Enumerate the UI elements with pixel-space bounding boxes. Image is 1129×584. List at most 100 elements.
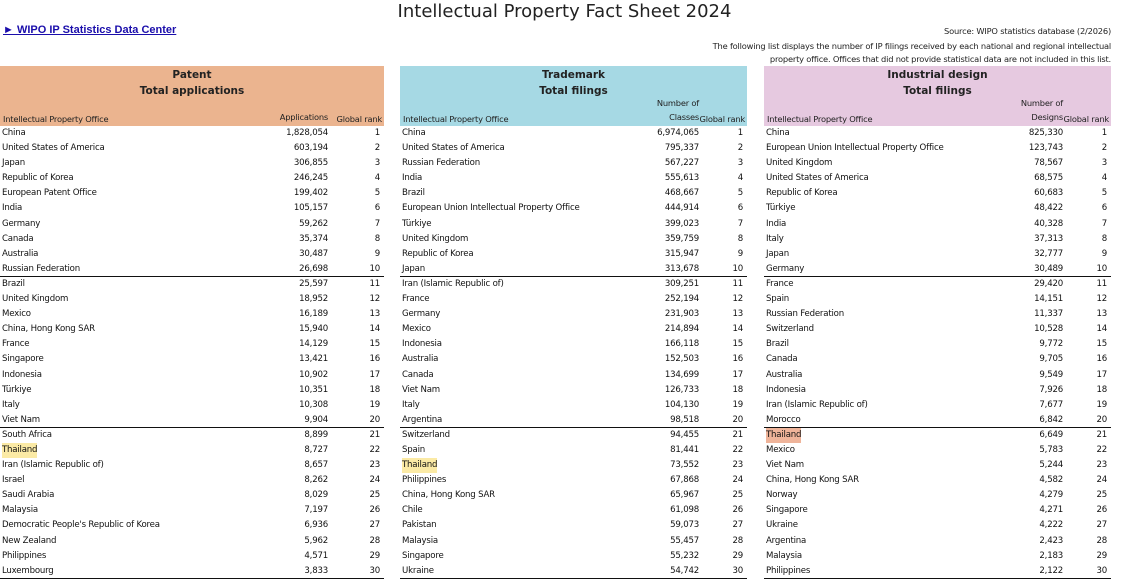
filing-count: 795,337 [664, 143, 699, 154]
global-rank: 14 [1096, 324, 1107, 335]
global-rank: 5 [374, 188, 380, 199]
office-name: Malaysia [766, 550, 802, 561]
filing-count: 9,772 [1039, 339, 1063, 350]
page-title: Intellectual Property Fact Sheet 2024 [397, 1, 732, 22]
filing-count: 30,489 [1034, 263, 1063, 274]
table-row: Mexico 5,783 22 [764, 443, 1111, 458]
office-name: France [766, 278, 794, 289]
office-name: European Union Intellectual Property Off… [402, 203, 580, 214]
wipo-data-center-link[interactable]: ► WIPO IP Statistics Data Center [3, 24, 177, 36]
global-rank: 20 [732, 414, 743, 425]
global-rank: 22 [1096, 444, 1107, 455]
table-row: Australia 9,549 17 [764, 368, 1111, 383]
office-name: France [2, 339, 30, 350]
global-rank: 30 [369, 565, 380, 576]
office-name: Türkiye [2, 384, 32, 395]
office-name: Philippines [402, 475, 447, 486]
table-row: Israel 8,262 24 [0, 473, 384, 488]
office-name: Morocco [766, 414, 801, 425]
table-row: Australia 30,487 9 [0, 247, 384, 262]
global-rank: 20 [369, 414, 380, 425]
global-rank: 12 [1096, 294, 1107, 305]
table-row: Viet Nam 5,244 23 [764, 458, 1111, 473]
office-name: Russian Federation [766, 309, 844, 320]
global-rank: 15 [732, 339, 743, 350]
filing-count: 166,118 [664, 339, 699, 350]
table-row: China, Hong Kong SAR 15,940 14 [0, 322, 384, 337]
table-row: China 6,974,065 1 [400, 126, 747, 141]
global-rank: 9 [374, 248, 380, 259]
filing-count: 134,699 [664, 369, 699, 380]
filing-count: 313,678 [664, 263, 699, 274]
filing-count: 4,582 [1039, 475, 1063, 486]
filing-count: 444,914 [664, 203, 699, 214]
table-row: United Kingdom 18,952 12 [0, 292, 384, 307]
filing-count: 14,129 [299, 339, 328, 350]
office-name: South Africa [2, 429, 52, 440]
column-header-office: Intellectual Property Office [403, 114, 509, 124]
office-name: Canada [766, 354, 798, 365]
global-rank: 30 [732, 565, 743, 576]
office-name: Thailand [402, 458, 438, 474]
table-row: United States of America 68,575 4 [764, 171, 1111, 186]
patent-title-line-1: Patent [172, 69, 212, 81]
global-rank: 1 [737, 128, 743, 138]
filing-count: 9,705 [1039, 354, 1063, 365]
office-name: Italy [2, 399, 20, 410]
office-name: Japan [2, 158, 25, 169]
global-rank: 13 [1096, 309, 1107, 320]
office-name: China, Hong Kong SAR [2, 324, 95, 335]
office-name: Norway [766, 490, 798, 501]
global-rank: 20 [1096, 414, 1107, 425]
table-row: France 14,129 15 [0, 337, 384, 352]
office-name: Switzerland [402, 429, 450, 440]
global-rank: 18 [1096, 384, 1107, 395]
office-name: Mexico [402, 324, 431, 335]
filing-count: 104,130 [664, 399, 699, 410]
office-name: Japan [766, 248, 789, 259]
filing-count: 3,833 [304, 565, 328, 576]
office-name: Pakistan [402, 520, 437, 531]
office-name: Viet Nam [2, 414, 40, 425]
filing-count: 6,842 [1039, 414, 1063, 425]
office-name: France [402, 294, 430, 305]
filing-count: 4,222 [1039, 520, 1063, 531]
global-rank: 12 [732, 294, 743, 305]
global-rank: 23 [369, 460, 380, 471]
filing-count: 25,597 [299, 278, 328, 289]
filing-count: 55,232 [670, 550, 699, 561]
office-name: Singapore [402, 550, 444, 561]
table-row: India 555,613 4 [400, 171, 747, 186]
trademark-rows: China 6,974,065 1 United States of America 7… [400, 126, 747, 579]
column-header-classes-line-2: Classes [669, 112, 699, 122]
filing-count: 5,783 [1039, 444, 1063, 455]
global-rank: 7 [737, 218, 743, 229]
office-name: Mexico [766, 444, 795, 455]
global-rank: 28 [1096, 535, 1107, 546]
office-name: India [2, 203, 23, 214]
design-header: Industrial design Total filings Intellec… [764, 66, 1111, 126]
office-name: United States of America [2, 143, 105, 154]
filing-count: 309,251 [664, 278, 699, 289]
filing-count: 65,967 [670, 490, 699, 501]
table-row: Spain 14,151 12 [764, 292, 1111, 307]
table-row: Iran (Islamic Republic of) 8,657 23 [0, 458, 384, 473]
filing-count: 61,098 [670, 505, 699, 516]
table-row: Switzerland 10,528 14 [764, 322, 1111, 337]
global-rank: 8 [1101, 233, 1107, 244]
office-name: Germany [766, 263, 805, 274]
global-rank: 1 [374, 128, 380, 138]
office-name: Luxembourg [2, 565, 54, 576]
global-rank: 23 [732, 460, 743, 471]
table-row: Brazil 9,772 15 [764, 337, 1111, 352]
table-row: Malaysia 55,457 28 [400, 534, 747, 549]
table-row: Singapore 13,421 16 [0, 352, 384, 367]
filing-count: 8,899 [304, 429, 328, 440]
global-rank: 30 [1096, 565, 1107, 576]
filing-count: 59,262 [299, 218, 328, 229]
table-row: France 29,420 11 [764, 277, 1111, 292]
office-name: Malaysia [402, 535, 438, 546]
table-row: Norway 4,279 25 [764, 488, 1111, 503]
global-rank: 27 [369, 520, 380, 531]
table-row: Singapore 4,271 26 [764, 503, 1111, 518]
